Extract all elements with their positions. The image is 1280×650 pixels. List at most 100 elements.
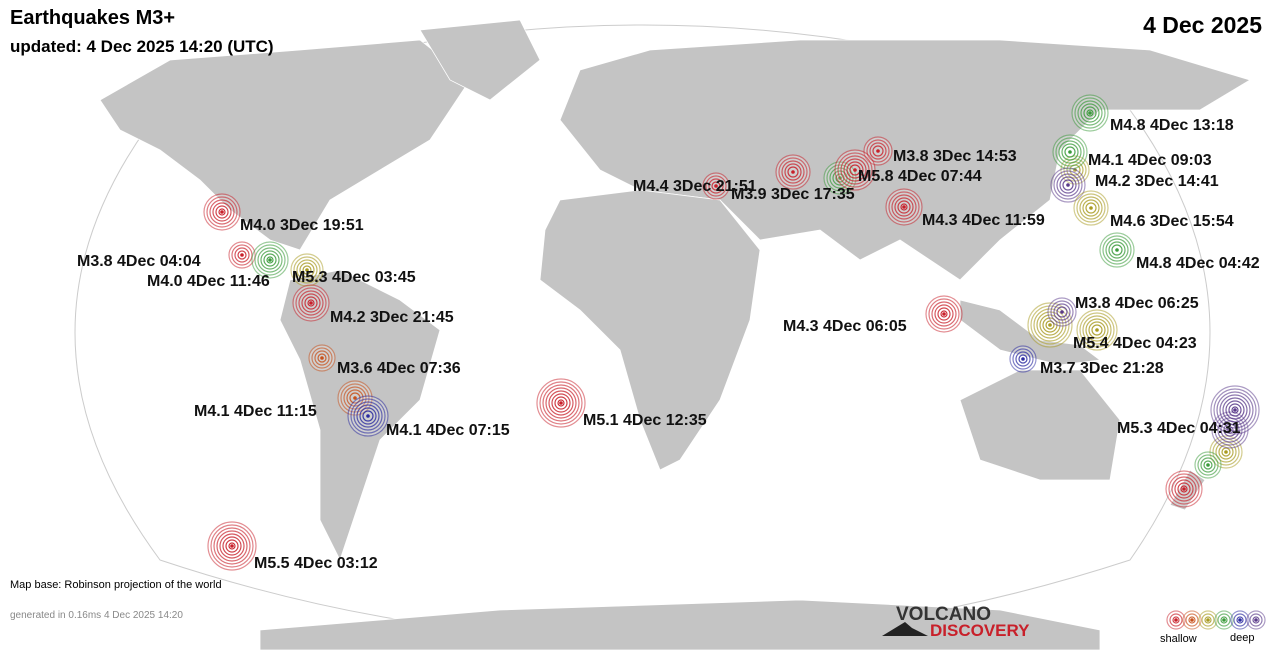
land	[99, 19, 1251, 650]
quake-ring	[1088, 321, 1106, 339]
quake-ring	[1169, 613, 1183, 627]
quake-ring	[1172, 616, 1180, 624]
quake-marker	[1230, 610, 1250, 630]
quake-ring	[263, 253, 277, 267]
quake-ring	[787, 166, 799, 178]
quake-marker	[207, 521, 257, 571]
quake-label: M4.1 4Dec 09:03	[1088, 152, 1212, 169]
quake-center	[902, 205, 906, 209]
quake-ring	[894, 197, 914, 217]
quake-ring	[266, 256, 274, 264]
quake-marker	[228, 241, 256, 269]
quake-marker	[702, 172, 730, 200]
quake-label: M3.6 4Dec 07:36	[337, 360, 461, 377]
quake-ring	[1085, 202, 1097, 214]
quake-ring	[228, 542, 236, 550]
quake-ring	[1053, 303, 1071, 321]
quake-ring	[711, 181, 721, 191]
legend-shallow: shallow	[1160, 633, 1197, 645]
quake-ring	[1219, 394, 1251, 426]
quake-ring	[234, 247, 250, 263]
logo: VOLCANO DISCOVERY	[882, 604, 1030, 640]
quake-center	[1115, 248, 1119, 252]
quake-ring	[1233, 613, 1247, 627]
africa	[539, 189, 761, 471]
quake-ring	[866, 139, 890, 163]
quake-ring	[215, 205, 229, 219]
quake-center	[1095, 328, 1099, 332]
quake-ring	[350, 398, 386, 434]
quake-ring	[937, 307, 951, 321]
quake-marker	[1076, 309, 1118, 351]
quake-ring	[708, 178, 724, 194]
quake-label: M4.8 4Dec 04:42	[1136, 255, 1260, 272]
quake-ring	[1111, 244, 1123, 256]
quake-center	[305, 268, 309, 272]
quake-ring	[1217, 613, 1231, 627]
quake-ring	[1082, 199, 1100, 217]
quake-ring	[213, 527, 251, 565]
quake-label: M3.8 3Dec 14:53	[893, 148, 1017, 165]
legend-deep: deep	[1230, 632, 1254, 644]
quake-ring	[302, 265, 312, 275]
quake-ring	[296, 259, 318, 281]
date: 4 Dec 2025	[1143, 12, 1262, 38]
quake-ring	[1036, 311, 1064, 339]
quake-ring	[1012, 348, 1034, 370]
quake-marker	[1246, 610, 1266, 630]
quake-ring	[931, 301, 957, 327]
quake-marker	[1210, 385, 1260, 435]
quake-ring	[295, 287, 327, 319]
quake-ring	[1082, 315, 1112, 345]
quake-ring	[1252, 616, 1260, 624]
quake-ring	[356, 404, 380, 428]
quake-center	[1021, 357, 1025, 361]
quake-marker	[1166, 610, 1186, 630]
quake-ring	[218, 208, 226, 216]
quake-center	[791, 170, 795, 174]
quake-ring	[1102, 235, 1132, 265]
quake-ring	[840, 155, 870, 185]
quake-ring	[1171, 476, 1197, 502]
quake-ring	[1212, 438, 1240, 466]
quake-ring	[1056, 173, 1080, 197]
quake-marker	[536, 378, 586, 428]
quake-center	[1068, 150, 1072, 154]
quake-ring	[222, 536, 242, 556]
quake-marker	[203, 193, 241, 231]
quake-label: M4.8 4Dec 13:18	[1110, 117, 1234, 134]
quake-ring	[557, 399, 565, 407]
quake-ring	[1061, 143, 1079, 161]
quake-ring	[231, 244, 253, 266]
quake-ring	[346, 389, 364, 407]
quake-ring	[1185, 613, 1199, 627]
quake-center	[1066, 183, 1070, 187]
quake-ring	[928, 298, 960, 330]
quake-ring	[849, 164, 861, 176]
quake-label: M5.3 4Dec 04:31	[1117, 420, 1241, 437]
quake-ring	[216, 530, 248, 562]
quake-label: M5.5 4Dec 03:12	[254, 555, 378, 572]
quake-center	[559, 401, 563, 405]
quake-ring	[209, 199, 235, 225]
quake-ring	[1064, 146, 1076, 158]
quake-ring	[1079, 196, 1103, 220]
quake-ring	[1249, 613, 1263, 627]
quake-ring	[1228, 403, 1242, 417]
quake-ring	[1200, 457, 1216, 473]
quake-ring	[900, 203, 908, 211]
quake-ring	[1039, 314, 1061, 336]
updated: updated: 4 Dec 2025 14:20 (UTC)	[10, 37, 274, 56]
quake-center	[1238, 618, 1242, 622]
quake-center	[366, 414, 370, 418]
logo-line1: VOLCANO	[896, 604, 991, 625]
quake-ring	[837, 152, 873, 188]
quake-ring	[1059, 176, 1077, 194]
quake-center	[853, 168, 857, 172]
quake-ring	[237, 250, 247, 260]
quake-ring	[548, 390, 574, 416]
quake-ring	[1203, 460, 1213, 470]
quake-label: M4.3 4Dec 06:05	[783, 318, 907, 335]
quake-ring	[1030, 305, 1070, 345]
quake-center	[876, 149, 880, 153]
